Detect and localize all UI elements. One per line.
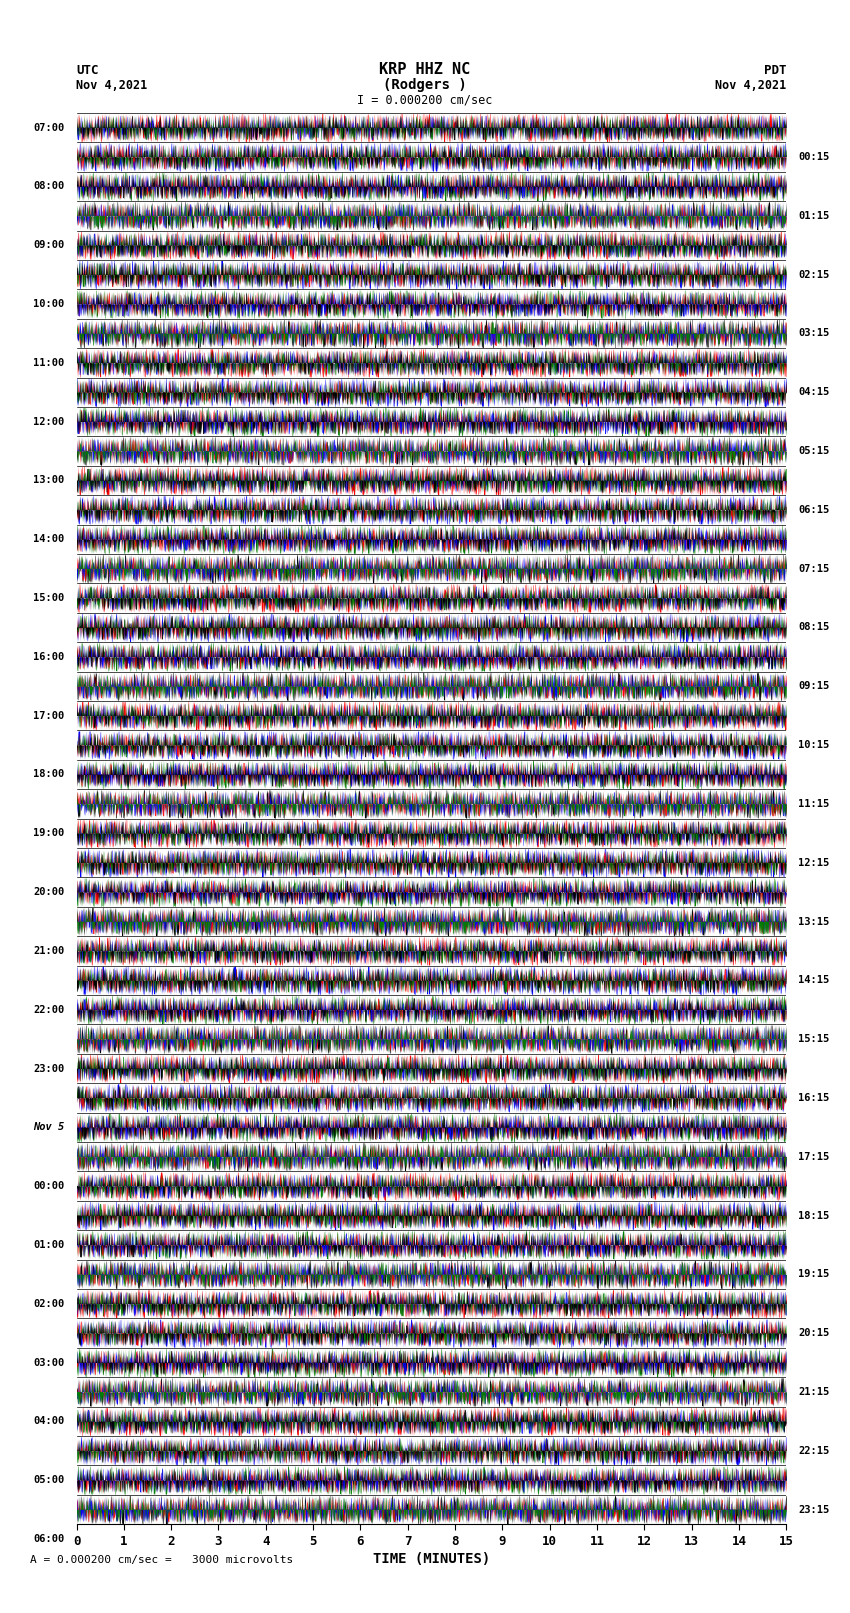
Text: 19:00: 19:00 (33, 829, 65, 839)
Text: 12:15: 12:15 (798, 858, 830, 868)
Text: 08:15: 08:15 (798, 623, 830, 632)
Text: I = 0.000200 cm/sec: I = 0.000200 cm/sec (357, 94, 493, 106)
Text: 08:00: 08:00 (33, 181, 65, 192)
Text: 22:00: 22:00 (33, 1005, 65, 1015)
Text: 23:00: 23:00 (33, 1063, 65, 1074)
Text: 06:00: 06:00 (33, 1534, 65, 1544)
Text: PDT: PDT (764, 65, 786, 77)
Text: 13:00: 13:00 (33, 476, 65, 486)
Text: 00:00: 00:00 (33, 1181, 65, 1190)
Text: 09:15: 09:15 (798, 681, 830, 692)
Text: Nov 5: Nov 5 (33, 1123, 65, 1132)
Text: 02:00: 02:00 (33, 1298, 65, 1308)
Text: 14:00: 14:00 (33, 534, 65, 544)
Text: 10:15: 10:15 (798, 740, 830, 750)
Text: 14:15: 14:15 (798, 976, 830, 986)
Text: 01:15: 01:15 (798, 211, 830, 221)
Text: 03:15: 03:15 (798, 329, 830, 339)
Text: 16:15: 16:15 (798, 1094, 830, 1103)
Text: 21:15: 21:15 (798, 1387, 830, 1397)
Text: 02:15: 02:15 (798, 269, 830, 279)
Text: 04:00: 04:00 (33, 1416, 65, 1426)
Text: 07:15: 07:15 (798, 563, 830, 574)
Text: 16:00: 16:00 (33, 652, 65, 661)
Text: 19:15: 19:15 (798, 1269, 830, 1279)
Text: 20:15: 20:15 (798, 1327, 830, 1339)
Text: UTC: UTC (76, 65, 99, 77)
Text: 05:15: 05:15 (798, 447, 830, 456)
Text: 10:00: 10:00 (33, 298, 65, 310)
Text: 04:15: 04:15 (798, 387, 830, 397)
X-axis label: TIME (MINUTES): TIME (MINUTES) (373, 1552, 490, 1566)
Text: 22:15: 22:15 (798, 1445, 830, 1457)
Text: 21:00: 21:00 (33, 945, 65, 957)
Text: 11:15: 11:15 (798, 798, 830, 808)
Text: 06:15: 06:15 (798, 505, 830, 515)
Text: 23:15: 23:15 (798, 1505, 830, 1515)
Text: 09:00: 09:00 (33, 240, 65, 250)
Text: 20:00: 20:00 (33, 887, 65, 897)
Text: Nov 4,2021: Nov 4,2021 (76, 79, 148, 92)
Text: 18:15: 18:15 (798, 1210, 830, 1221)
Text: 11:00: 11:00 (33, 358, 65, 368)
Text: 15:15: 15:15 (798, 1034, 830, 1044)
Text: 13:15: 13:15 (798, 916, 830, 926)
Text: 18:00: 18:00 (33, 769, 65, 779)
Text: 01:00: 01:00 (33, 1240, 65, 1250)
Text: 00:15: 00:15 (798, 152, 830, 161)
Text: 17:00: 17:00 (33, 711, 65, 721)
Text: KRP HHZ NC: KRP HHZ NC (379, 63, 471, 77)
Text: Nov 4,2021: Nov 4,2021 (715, 79, 786, 92)
Text: 03:00: 03:00 (33, 1358, 65, 1368)
Text: A = 0.000200 cm/sec =   3000 microvolts: A = 0.000200 cm/sec = 3000 microvolts (30, 1555, 293, 1565)
Text: 07:00: 07:00 (33, 123, 65, 132)
Text: (Rodgers ): (Rodgers ) (383, 77, 467, 92)
Text: 15:00: 15:00 (33, 594, 65, 603)
Text: 17:15: 17:15 (798, 1152, 830, 1161)
Text: 12:00: 12:00 (33, 416, 65, 427)
Text: 05:00: 05:00 (33, 1476, 65, 1486)
